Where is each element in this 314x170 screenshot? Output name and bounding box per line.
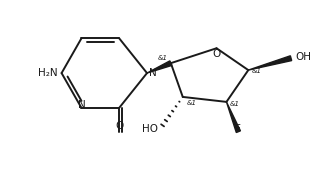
Polygon shape (226, 102, 241, 132)
Text: OH: OH (295, 52, 311, 62)
Text: O: O (212, 49, 221, 59)
Text: &1: &1 (187, 100, 197, 106)
Text: &1: &1 (230, 101, 240, 107)
Text: &1: &1 (158, 55, 168, 61)
Polygon shape (248, 56, 292, 70)
Text: F: F (236, 124, 241, 134)
Polygon shape (147, 61, 172, 73)
Text: HO: HO (142, 124, 158, 134)
Text: N: N (149, 68, 157, 78)
Text: H₂N: H₂N (38, 68, 57, 78)
Text: N: N (78, 100, 85, 110)
Text: O: O (115, 121, 123, 131)
Text: &1: &1 (251, 68, 261, 74)
